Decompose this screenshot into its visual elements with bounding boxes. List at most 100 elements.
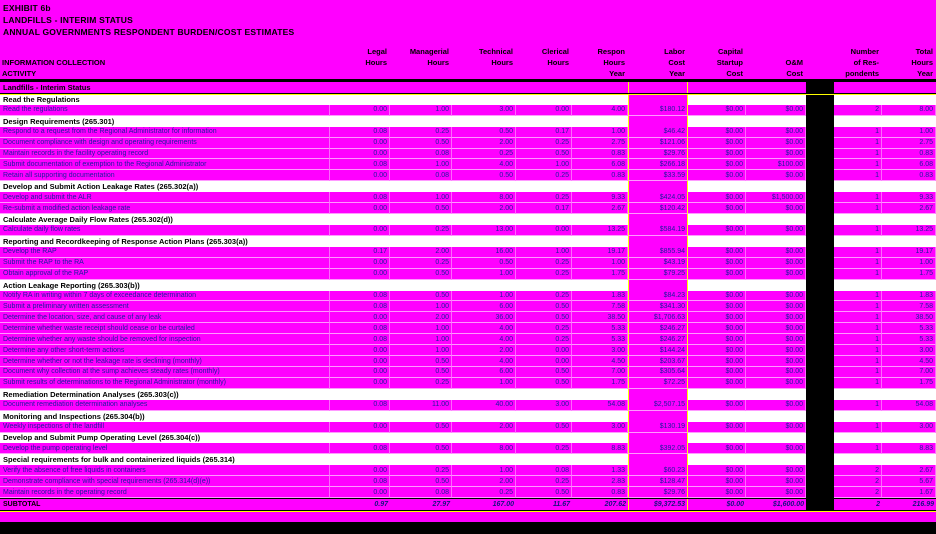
value-cell[interactable]: 11.67	[553, 500, 570, 508]
value-cell[interactable]	[834, 94, 882, 105]
value-cell[interactable]: $0.00	[688, 104, 746, 116]
value-cell[interactable]: 0.08	[390, 487, 452, 499]
value-cell[interactable]	[572, 433, 628, 444]
value-cell[interactable]: $0.00	[688, 443, 746, 455]
value-cell[interactable]: 2.00	[390, 312, 452, 324]
value-cell[interactable]	[834, 82, 882, 93]
value-cell[interactable]: 54.08	[572, 399, 628, 411]
value-cell[interactable]: 1	[834, 312, 882, 324]
value-cell[interactable]: 2.00	[452, 421, 516, 433]
value-cell[interactable]	[882, 236, 936, 247]
value-cell[interactable]	[882, 214, 936, 225]
activity-cell[interactable]: Determine the location, size, and cause …	[0, 312, 330, 324]
value-cell[interactable]	[390, 411, 452, 422]
value-cell[interactable]: 3.00	[572, 421, 628, 433]
value-cell[interactable]	[572, 280, 628, 291]
value-cell[interactable]: 1	[834, 334, 882, 346]
value-cell[interactable]: 0.25	[516, 476, 572, 488]
value-cell[interactable]: 1	[834, 377, 882, 389]
value-cell[interactable]: 0.25	[516, 334, 572, 346]
value-cell[interactable]: 0.08	[330, 126, 390, 138]
value-cell[interactable]: $121.06	[628, 137, 688, 149]
value-cell[interactable]: 0.25	[516, 268, 572, 280]
value-cell[interactable]: 0.00	[330, 366, 390, 378]
value-cell[interactable]: 0.00	[330, 148, 390, 160]
value-cell[interactable]: 0.50	[516, 301, 572, 313]
value-cell[interactable]: $392.05	[628, 443, 688, 455]
value-cell[interactable]	[452, 214, 516, 225]
value-cell[interactable]	[572, 181, 628, 192]
value-cell[interactable]: 0.50	[516, 487, 572, 499]
value-cell[interactable]: $60.23	[628, 465, 688, 477]
value-cell[interactable]	[452, 116, 516, 127]
value-cell[interactable]: $72.25	[628, 377, 688, 389]
value-cell[interactable]: 4.50	[882, 356, 936, 367]
value-cell[interactable]	[628, 214, 688, 225]
value-cell[interactable]	[330, 82, 390, 93]
value-cell[interactable]: 0.08	[516, 465, 572, 477]
value-cell[interactable]	[452, 181, 516, 192]
value-cell[interactable]: $305.64	[628, 366, 688, 378]
value-cell[interactable]	[688, 454, 746, 465]
value-cell[interactable]: 0.00	[516, 345, 572, 357]
value-cell[interactable]	[330, 280, 390, 291]
value-cell[interactable]: 8.00	[452, 192, 516, 204]
value-cell[interactable]: 1.00	[882, 126, 936, 138]
value-cell[interactable]: 9.33	[882, 192, 936, 204]
value-cell[interactable]: 0.08	[330, 192, 390, 204]
value-cell[interactable]	[452, 389, 516, 400]
value-cell[interactable]: 1.75	[572, 268, 628, 280]
value-cell[interactable]: $0.00	[688, 268, 746, 280]
value-cell[interactable]: 1	[834, 159, 882, 171]
value-cell[interactable]	[516, 454, 572, 465]
value-cell[interactable]: 5.67	[882, 476, 936, 488]
value-cell[interactable]: $584.19	[628, 224, 688, 236]
value-cell[interactable]: 2.67	[572, 203, 628, 215]
activity-cell[interactable]: Determine whether waste receipt should c…	[0, 323, 330, 335]
value-cell[interactable]	[572, 116, 628, 127]
value-cell[interactable]: 0.00	[330, 465, 390, 477]
value-cell[interactable]	[688, 94, 746, 105]
value-cell[interactable]: $2,507.15	[628, 399, 688, 411]
value-cell[interactable]: 167.00	[492, 500, 514, 508]
value-cell[interactable]: $0.00	[746, 268, 806, 280]
value-cell[interactable]: $246.27	[628, 334, 688, 346]
value-cell[interactable]: 3.00	[572, 345, 628, 357]
value-cell[interactable]: 1	[834, 170, 882, 182]
value-cell[interactable]: $0.00	[746, 301, 806, 313]
value-cell[interactable]	[330, 236, 390, 247]
value-cell[interactable]	[516, 433, 572, 444]
value-cell[interactable]	[746, 236, 806, 247]
value-cell[interactable]: $0.00	[688, 399, 746, 411]
value-cell[interactable]	[390, 116, 452, 127]
value-cell[interactable]	[516, 181, 572, 192]
value-cell[interactable]: $1,600.00	[772, 500, 804, 508]
value-cell[interactable]: $0.00	[688, 323, 746, 335]
value-cell[interactable]	[746, 411, 806, 422]
value-cell[interactable]	[834, 236, 882, 247]
value-cell[interactable]: 0.00	[330, 137, 390, 149]
value-cell[interactable]	[572, 214, 628, 225]
value-cell[interactable]: 0.25	[390, 257, 452, 269]
value-cell[interactable]	[834, 411, 882, 422]
value-cell[interactable]	[330, 94, 390, 105]
value-cell[interactable]: 13.25	[882, 224, 936, 236]
activity-cell[interactable]: Calculate Average Daily Flow Rates (265.…	[3, 215, 173, 225]
value-cell[interactable]: 1.00	[390, 159, 452, 171]
value-cell[interactable]: 0.00	[330, 104, 390, 116]
value-cell[interactable]	[746, 82, 806, 93]
value-cell[interactable]: 0.83	[572, 148, 628, 160]
value-cell[interactable]	[330, 116, 390, 127]
value-cell[interactable]	[516, 94, 572, 105]
value-cell[interactable]: 38.50	[882, 312, 936, 324]
value-cell[interactable]	[452, 94, 516, 105]
value-cell[interactable]	[452, 82, 516, 93]
value-cell[interactable]: 8.83	[882, 443, 936, 455]
activity-cell[interactable]: Maintain records in the operating record	[0, 487, 330, 499]
value-cell[interactable]: 0.50	[390, 203, 452, 215]
value-cell[interactable]: 0.83	[882, 148, 936, 160]
value-cell[interactable]: $0.00	[726, 500, 744, 508]
value-cell[interactable]: 0.50	[516, 366, 572, 378]
value-cell[interactable]	[330, 433, 390, 444]
value-cell[interactable]: 1.00	[882, 257, 936, 269]
